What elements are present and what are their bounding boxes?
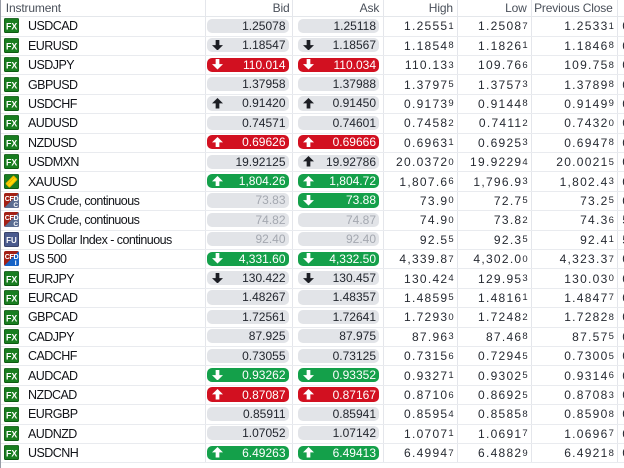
svg-text:FX: FX bbox=[5, 313, 16, 323]
svg-text:FX: FX bbox=[5, 390, 16, 400]
svg-text:FX: FX bbox=[5, 352, 16, 362]
svg-text:FU: FU bbox=[6, 236, 17, 245]
svg-text:FX: FX bbox=[5, 158, 16, 168]
svg-text:C: C bbox=[13, 221, 18, 227]
svg-text:CFD: CFD bbox=[4, 194, 18, 203]
svg-text:CFD: CFD bbox=[4, 252, 18, 261]
svg-text:FX: FX bbox=[5, 449, 16, 459]
svg-text:FX: FX bbox=[5, 371, 16, 381]
svg-text:FX: FX bbox=[5, 80, 16, 90]
svg-text:FX: FX bbox=[5, 274, 16, 284]
svg-text:FX: FX bbox=[5, 332, 16, 342]
svg-text:CFD: CFD bbox=[4, 213, 18, 222]
svg-text:FX: FX bbox=[5, 119, 16, 129]
svg-text:FX: FX bbox=[5, 61, 16, 71]
svg-text:FX: FX bbox=[5, 293, 16, 303]
svg-text:FX: FX bbox=[5, 410, 16, 420]
svg-text:FX: FX bbox=[5, 99, 16, 109]
svg-text:C: C bbox=[13, 202, 18, 208]
svg-text:FX: FX bbox=[5, 41, 16, 51]
svg-text:FX: FX bbox=[5, 429, 16, 439]
svg-text:I: I bbox=[14, 260, 16, 266]
svg-text:FX: FX bbox=[5, 22, 16, 32]
svg-text:FX: FX bbox=[5, 138, 16, 148]
